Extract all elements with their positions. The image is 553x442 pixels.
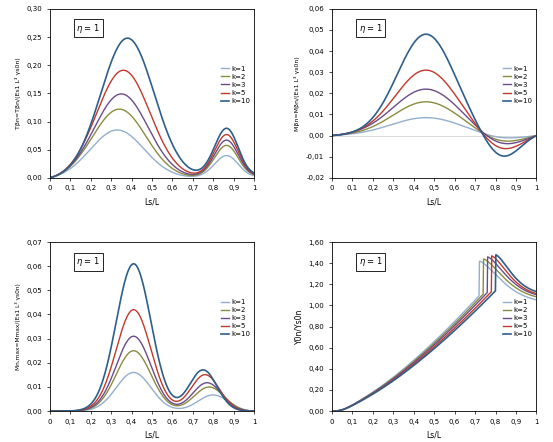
X-axis label: Ls/L: Ls/L <box>426 430 442 439</box>
Y-axis label: Tβn=Tβn/(Es1 L³ γs0n): Tβn=Tβn/(Es1 L³ γs0n) <box>15 57 21 129</box>
Text: $\eta$ = 1: $\eta$ = 1 <box>76 255 101 268</box>
Legend: k=1, k=2, k=3, k=5, k=10: k=1, k=2, k=3, k=5, k=10 <box>500 63 535 107</box>
Legend: k=1, k=2, k=3, k=5, k=10: k=1, k=2, k=3, k=5, k=10 <box>500 296 535 340</box>
Y-axis label: Mβn=Mβn/(Es1 L³ γs0n): Mβn=Mβn/(Es1 L³ γs0n) <box>295 56 300 131</box>
Y-axis label: Y0n/Ys0n: Y0n/Ys0n <box>294 309 303 344</box>
Text: $\eta$ = 1: $\eta$ = 1 <box>358 22 383 35</box>
Text: $\eta$ = 1: $\eta$ = 1 <box>358 255 383 268</box>
X-axis label: Ls/L: Ls/L <box>144 197 160 206</box>
Legend: k=1, k=2, k=3, k=5, k=10: k=1, k=2, k=3, k=5, k=10 <box>218 296 253 340</box>
X-axis label: Ls/L: Ls/L <box>144 430 160 439</box>
Legend: k=1, k=2, k=3, k=5, k=10: k=1, k=2, k=3, k=5, k=10 <box>218 63 253 107</box>
X-axis label: Ls/L: Ls/L <box>426 197 442 206</box>
Y-axis label: Mn,max=Mmax/(Es1 L³ γs0n): Mn,max=Mmax/(Es1 L³ γs0n) <box>15 283 21 370</box>
Text: $\eta$ = 1: $\eta$ = 1 <box>76 22 101 35</box>
